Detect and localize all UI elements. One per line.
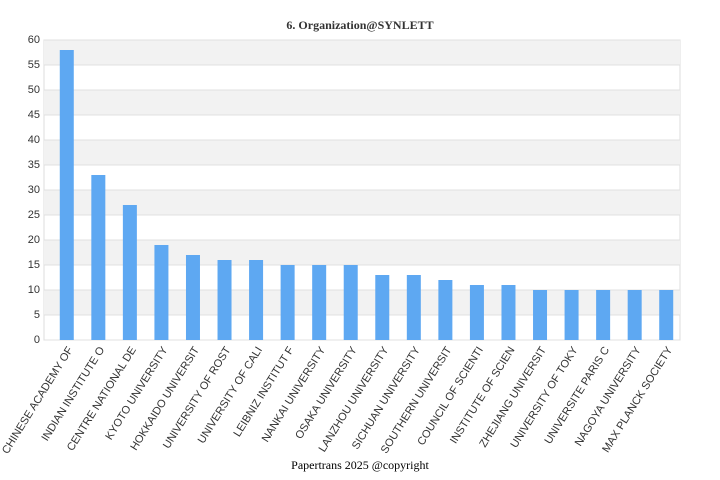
bar bbox=[59, 50, 74, 340]
bar bbox=[659, 290, 674, 340]
y-tick-label: 20 bbox=[28, 234, 40, 246]
y-tick-label: 35 bbox=[28, 159, 40, 171]
bar bbox=[596, 290, 611, 340]
bar bbox=[343, 265, 358, 340]
bar bbox=[185, 255, 200, 340]
bar bbox=[154, 245, 169, 340]
bar bbox=[122, 205, 137, 340]
grid-band bbox=[44, 40, 680, 65]
y-tick-label: 30 bbox=[28, 184, 40, 196]
bar bbox=[469, 285, 484, 340]
bar bbox=[312, 265, 327, 340]
chart-title: 6. Organization@SYNLETT bbox=[286, 18, 433, 32]
y-tick-label: 10 bbox=[28, 284, 40, 296]
grid-band bbox=[44, 190, 680, 215]
y-tick-label: 25 bbox=[28, 209, 40, 221]
y-tick-label: 5 bbox=[34, 309, 40, 321]
bar bbox=[249, 260, 264, 340]
grid-band bbox=[44, 90, 680, 115]
y-tick-label: 45 bbox=[28, 109, 40, 121]
y-tick-label: 50 bbox=[28, 84, 40, 96]
y-tick-label: 15 bbox=[28, 259, 40, 271]
y-tick-label: 60 bbox=[28, 34, 40, 46]
bar bbox=[438, 280, 453, 340]
bar bbox=[564, 290, 579, 340]
bar bbox=[217, 260, 232, 340]
footer: Papertrans 2025 @copyright bbox=[291, 458, 429, 472]
bar bbox=[501, 285, 516, 340]
bar bbox=[533, 290, 548, 340]
grid-band bbox=[44, 240, 680, 265]
bar bbox=[375, 275, 390, 340]
y-tick-label: 0 bbox=[34, 334, 40, 346]
bar bbox=[280, 265, 295, 340]
x-tick-label: LEIBNIZ INSTITUT F bbox=[232, 345, 297, 440]
y-tick-label: 55 bbox=[28, 59, 40, 71]
bar bbox=[406, 275, 421, 340]
grid-band bbox=[44, 290, 680, 315]
bar bbox=[91, 175, 106, 340]
y-tick-label: 40 bbox=[28, 134, 40, 146]
bar bbox=[627, 290, 642, 340]
grid-band bbox=[44, 140, 680, 165]
